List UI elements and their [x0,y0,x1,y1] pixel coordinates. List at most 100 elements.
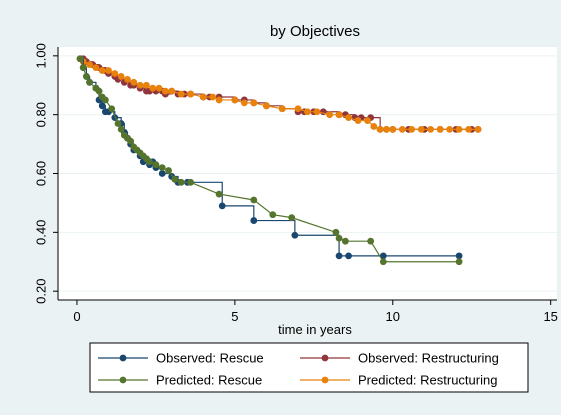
data-point [130,78,138,86]
legend-label: Predicted: Restructuring [358,373,497,388]
data-point [146,158,153,166]
data-point [101,96,109,104]
data-point [111,70,119,77]
data-point [250,99,258,107]
data-point [117,73,125,80]
data-point [250,196,258,204]
data-point [294,105,302,113]
x-tick-label: 15 [543,309,557,324]
data-point [304,108,311,116]
data-point [455,125,463,133]
legend-item: Predicted: Restructuring [300,373,497,388]
data-point [474,125,482,133]
data-point [215,96,223,104]
data-point [98,102,106,110]
data-point [417,125,425,133]
data-point [209,93,217,101]
data-point [86,78,93,86]
data-point [250,217,258,224]
x-axis-label: time in years [278,322,352,337]
data-point [367,237,375,245]
data-point [155,84,163,92]
legend-marker [119,376,127,384]
data-point [92,64,100,71]
legend-item: Predicted: Rescue [98,373,262,388]
data-point [278,105,286,113]
data-point [341,237,349,245]
data-point [332,228,340,236]
legend-marker [321,376,329,384]
data-point [114,120,122,127]
legend-item: Observed: Restructuring [300,351,499,366]
data-point [83,73,90,80]
data-point [161,87,169,95]
data-point [335,252,343,260]
legend-box [89,342,529,393]
legend: Observed: Rescue Observed: Restructuring P… [89,342,529,393]
data-point [105,67,112,74]
data-point [86,61,93,69]
data-point [455,258,463,266]
data-point [124,75,131,83]
data-point [446,125,454,133]
data-point [335,234,343,242]
data-point [269,211,277,219]
data-point [436,125,444,133]
x-tick-label: 0 [73,309,80,324]
data-point [354,117,362,124]
data-point [345,252,352,260]
data-point [379,258,387,266]
data-point [136,81,144,89]
legend-label: Observed: Restructuring [358,351,499,366]
data-point [149,84,157,92]
y-tick-label: 0.60 [33,161,48,186]
data-point [79,64,87,71]
legend-label: Predicted: Rescue [156,373,262,388]
data-point [231,96,239,104]
data-point [158,164,166,172]
data-point [199,93,207,101]
x-tick-label: 10 [386,309,400,324]
y-tick-label: 0.20 [33,279,48,304]
y-tick-label: 0.40 [33,220,48,245]
data-point [95,87,103,95]
data-point [345,114,352,122]
data-point [152,161,160,169]
data-point [364,117,371,124]
data-point [127,137,135,145]
legend-marker [321,354,329,362]
data-point [168,87,176,95]
data-point [187,90,195,98]
series-group [76,55,482,266]
axes: 0.20 0.40 0.60 0.80 1.00 0 5 10 15 [33,43,557,324]
data-point [335,111,343,119]
data-point [465,125,472,133]
data-point [288,214,296,222]
y-tick-label: 0.80 [33,102,48,127]
data-point [76,55,84,63]
data-point [165,167,172,174]
data-point [376,125,384,133]
data-point [98,67,106,74]
chart-title: by Objectives [270,23,360,40]
data-point [158,170,166,177]
data-point [187,178,195,186]
data-point [408,125,416,133]
data-point [455,252,463,260]
data-point [389,125,397,133]
data-point [215,190,223,198]
data-point [218,202,226,210]
data-point [326,111,334,119]
data-point [291,231,299,239]
data-point [177,178,185,186]
data-point [383,125,390,133]
data-point [398,125,406,133]
data-point [240,99,248,107]
data-point [108,105,116,113]
data-point [379,252,387,260]
legend-marker [119,354,127,362]
data-point [427,125,435,133]
data-point [370,123,378,130]
